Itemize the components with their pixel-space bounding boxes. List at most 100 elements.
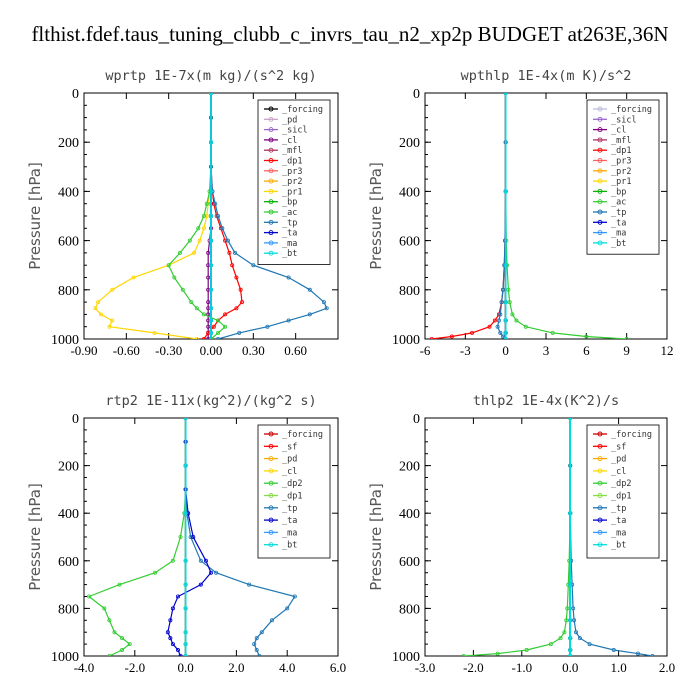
x-tick-label: 3 — [543, 343, 550, 358]
legend-marker — [268, 517, 274, 523]
legend-entry: _forcing — [611, 430, 652, 440]
series-point — [183, 582, 188, 587]
series-point — [87, 594, 92, 599]
series-point — [152, 330, 157, 335]
series-point — [254, 648, 259, 653]
legend-marker — [597, 456, 603, 462]
legend: _forcing_pd_sicl_cl_mfl_dp1_pr3_pr2_pr1_… — [257, 99, 331, 265]
legend-marker — [597, 542, 603, 548]
legend-marker — [597, 443, 603, 449]
series-point — [183, 511, 188, 516]
legend-marker — [597, 505, 603, 511]
series-point — [183, 606, 188, 611]
y-axis-label: Pressure [hPa] — [367, 162, 385, 270]
series-point — [587, 642, 592, 647]
series-point — [449, 334, 454, 339]
legend-marker — [597, 137, 603, 143]
series-point — [120, 636, 125, 641]
series-point — [112, 630, 117, 635]
x-tick-label: -3 — [460, 343, 471, 358]
series-point — [196, 226, 201, 231]
legend-marker — [268, 468, 274, 474]
series-point — [470, 330, 475, 335]
legend-marker — [268, 542, 274, 548]
y-tick-label: 0 — [72, 87, 79, 102]
series-point — [201, 337, 206, 339]
series-point — [503, 263, 508, 268]
series-point — [503, 318, 508, 323]
series-point — [209, 93, 213, 95]
series-point — [254, 636, 259, 641]
series-point — [208, 213, 213, 218]
series-point — [503, 337, 508, 339]
series-point — [206, 300, 211, 305]
y-tick-label: 800 — [58, 602, 79, 617]
series-point — [168, 618, 173, 623]
series-point — [324, 306, 329, 311]
y-tick-label: 400 — [399, 507, 420, 522]
legend-marker — [268, 116, 274, 122]
legend-marker — [268, 158, 274, 163]
x-tick-label: 6.0 — [330, 660, 346, 675]
legend-marker — [597, 493, 603, 498]
legend-entry: _dp1 — [282, 492, 302, 502]
series-point — [487, 324, 492, 329]
legend-marker — [597, 431, 603, 437]
legend-marker — [597, 168, 603, 174]
series-line-dp2 — [87, 418, 187, 656]
series-point — [213, 201, 218, 206]
legend-marker — [597, 147, 603, 153]
legend-entry: _sf — [611, 442, 626, 452]
series-line-pr1 — [94, 93, 212, 339]
legend-marker — [268, 106, 274, 112]
series-point — [234, 275, 239, 280]
series-point — [180, 287, 185, 292]
series-point — [584, 334, 589, 339]
series-point — [187, 238, 192, 243]
y-axis-label: Pressure [hPa] — [26, 162, 44, 270]
legend-box — [586, 424, 660, 559]
series-point — [93, 306, 98, 311]
series-point — [321, 300, 326, 305]
series-group — [429, 93, 629, 339]
page-title: flthist.fdef.taus_tuning_clubb_c_invrs_t… — [31, 22, 669, 46]
series-point — [208, 306, 213, 311]
legend-marker — [268, 250, 274, 256]
series-point — [183, 642, 188, 647]
series-point — [120, 648, 125, 653]
series-point — [175, 648, 180, 653]
series-point — [170, 558, 175, 563]
x-tick-label: 2.0 — [228, 660, 244, 675]
series-point — [565, 606, 570, 611]
series-point — [223, 312, 228, 317]
y-tick-label: 600 — [399, 555, 420, 570]
legend-marker — [268, 147, 274, 153]
legend-entry: _pr1 — [611, 177, 631, 187]
series-point — [461, 654, 466, 656]
series-line-dp2 — [463, 418, 571, 656]
panel-title: thlp2 1E-4x(K^2)/s — [473, 393, 619, 409]
x-tick-label: -6 — [420, 343, 431, 358]
series-point — [550, 330, 555, 335]
series-point — [216, 330, 221, 335]
legend-marker — [597, 188, 603, 194]
series-point — [208, 263, 213, 268]
series-point — [225, 238, 230, 243]
y-tick-label: 800 — [58, 284, 79, 299]
legend-marker — [268, 209, 274, 215]
legend-entry: _ac — [282, 208, 297, 218]
y-tick-label: 1000 — [392, 333, 420, 348]
legend-entry: _ma — [611, 528, 626, 538]
legend: _forcing_sicl_cl_mfl_dp1_pr3_pr2_pr1_bp_… — [586, 99, 660, 255]
legend-marker — [597, 178, 603, 184]
series-point — [188, 535, 193, 540]
series-point — [153, 570, 158, 575]
series-point — [564, 618, 569, 623]
legend-entry: _dp1 — [611, 492, 631, 502]
legend-entry: _pd — [611, 455, 626, 465]
legend-entry: _pd — [282, 115, 297, 125]
legend-marker — [268, 168, 274, 174]
series-point — [650, 654, 655, 656]
series-point — [495, 651, 500, 656]
